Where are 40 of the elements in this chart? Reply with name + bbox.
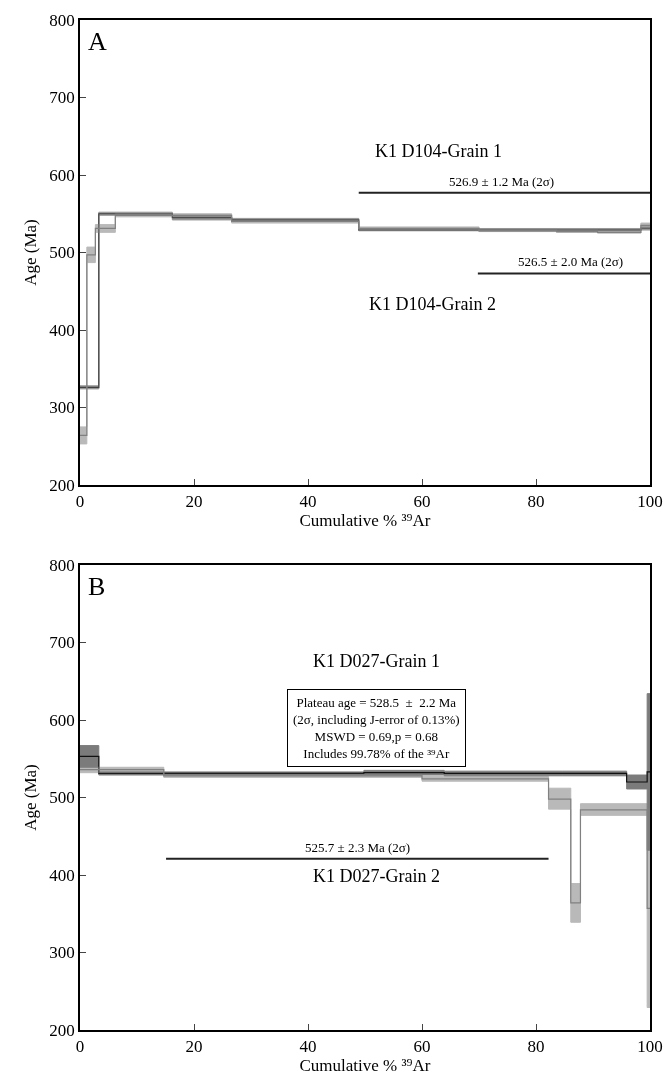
y-tick-label: 300 [49,943,75,963]
annotation: K1 D104-Grain 1 [375,141,502,161]
chart-title: A [88,27,107,56]
x-tick-label: 80 [527,492,545,512]
y-tick-label: 800 [49,10,75,30]
y-tick-label: 600 [49,710,75,730]
y-tick-label: 700 [49,633,75,653]
y-axis-title: Age (Ma) [21,764,41,831]
x-tick-label: 100 [637,492,663,512]
annotation: K1 D104-Grain 2 [369,294,496,314]
y-tick-label: 500 [49,243,75,263]
y-tick-label: 400 [49,320,75,340]
x-tick-label: 80 [527,1037,545,1057]
y-tick-label: 300 [49,398,75,418]
y-tick-label: 800 [49,555,75,575]
x-tick-label: 0 [75,1037,85,1057]
y-tick-label: 200 [49,1020,75,1040]
x-tick-label: 40 [299,492,317,512]
y-tick-label: 200 [49,475,75,495]
annotation: K1 D027-Grain 1 [313,651,440,671]
chart-title: B [88,572,106,601]
x-axis-title: Cumulative % ³⁹Ar [299,511,431,531]
x-tick-label: 60 [413,492,431,512]
y-tick-label: 400 [49,865,75,885]
y-axis-title: Age (Ma) [21,219,41,286]
x-tick-label: 40 [299,1037,317,1057]
x-tick-label: 20 [185,492,203,512]
annotation: 525.7 ± 2.3 Ma (2σ) [305,840,411,855]
y-tick-label: 600 [49,165,75,185]
annotation: K1 D027-Grain 2 [313,866,440,886]
y-tick-label: 700 [49,88,75,108]
x-tick-label: 0 [75,492,85,512]
annotation: 526.9 ± 1.2 Ma (2σ) [449,174,555,189]
annotation: 526.5 ± 2.0 Ma (2σ) [518,254,624,269]
x-tick-label: 60 [413,1037,431,1057]
x-axis-title: Cumulative % ³⁹Ar [299,1056,431,1076]
x-tick-label: 20 [185,1037,203,1057]
x-tick-label: 100 [637,1037,663,1057]
y-tick-label: 500 [49,788,75,808]
annotation: Plateau age = 528.5 ± 2.2 Ma (2σ, including J-error of 0.13%) MSWD = 0.69,p = 0.68 Includes 99.78% of the ³⁹Ar [293,695,460,761]
